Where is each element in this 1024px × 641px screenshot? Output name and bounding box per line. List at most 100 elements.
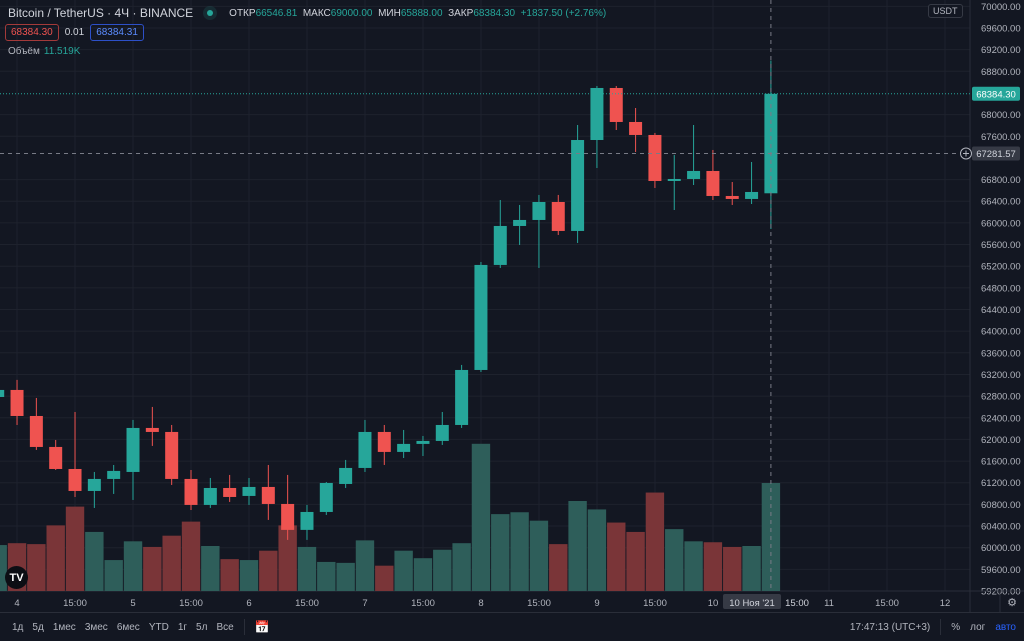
volume-bar: [220, 559, 239, 591]
range-button-1[interactable]: 5д: [32, 621, 44, 633]
crosshair-time-tag: [723, 594, 781, 609]
volume-bar: [568, 500, 587, 591]
volume-bar: [317, 561, 336, 591]
candle-body: [339, 467, 353, 484]
volume-bar: [27, 544, 46, 591]
symbol-title[interactable]: Bitcoin / TetherUS · 4Ч · BINANCE: [8, 6, 194, 20]
volume-bar: [665, 529, 684, 591]
buy-button[interactable]: 68384.31: [90, 24, 144, 41]
chart-background: [0, 0, 1024, 612]
candle-body: [455, 369, 469, 425]
tradingview-logo[interactable]: TV: [5, 566, 28, 589]
candle-body: [532, 201, 546, 220]
price-chart[interactable]: 70000.00 69600.00 69200.00 68800.00 68000.00…: [0, 0, 1024, 612]
candle-body: [87, 478, 101, 491]
crosshair-time-label: 10 Ноя '21: [729, 598, 775, 609]
divider: [940, 619, 942, 635]
volume-bar: [65, 506, 85, 591]
volume-bar: [394, 550, 413, 591]
clock[interactable]: 17:47:13 (UTC+3): [849, 621, 931, 633]
volume-bar: [742, 545, 761, 591]
range-button-3[interactable]: 3мес: [84, 621, 108, 633]
price-label: 66000.00: [981, 218, 1021, 229]
candle-body: [242, 486, 256, 496]
candle-body: [29, 415, 43, 447]
time-label: 7: [362, 598, 367, 609]
price-label: 61600.00: [981, 457, 1021, 468]
range-button-8[interactable]: Все: [216, 621, 234, 633]
candle: [377, 424, 391, 465]
candle-body: [474, 264, 488, 370]
candle: [87, 471, 101, 508]
price-label: 61200.00: [981, 478, 1021, 489]
candle-body: [281, 503, 295, 530]
candle-body: [358, 431, 372, 468]
time-label: 15:00: [179, 598, 203, 609]
candle: [648, 132, 662, 188]
candle-body: [435, 424, 449, 441]
candle: [107, 464, 121, 494]
price-label: 65200.00: [981, 262, 1021, 273]
crosshair-price-tag: [972, 146, 1020, 161]
volume-bar: [336, 562, 355, 591]
candle-body: [0, 389, 5, 397]
candle-body: [513, 219, 527, 226]
time-label: 15:00: [785, 598, 809, 609]
range-button-4[interactable]: 6мес: [116, 621, 140, 633]
range-button-5[interactable]: YTD: [148, 621, 169, 633]
chart-legend: Bitcoin / TetherUS · 4Ч · BINANCE ОТКР66…: [8, 6, 606, 20]
volume-bar: [297, 546, 317, 591]
sell-button[interactable]: 68384.30: [5, 24, 59, 41]
candle: [687, 125, 701, 185]
candle: [667, 154, 681, 211]
bottom-toolbar: 1д 5д 1мес 3мес 6мес YTD 1г 5л Все 📅 17:47:13 (U…: [0, 612, 1024, 641]
price-label: 64000.00: [981, 327, 1021, 338]
time-label: 15:00: [411, 598, 435, 609]
time-label: 15:00: [63, 598, 87, 609]
volume-bar: [46, 525, 65, 591]
open-value: 66546.81: [255, 7, 298, 19]
candle: [455, 364, 469, 428]
high-value: 69000.00: [330, 7, 373, 19]
candle-body: [165, 431, 179, 479]
range-button-2[interactable]: 1мес: [52, 621, 76, 633]
candle: [493, 199, 507, 268]
auto-toggle[interactable]: авто: [995, 621, 1016, 633]
volume-label: Объём: [8, 46, 40, 57]
range-button-6[interactable]: 1г: [177, 621, 188, 633]
volume-bar: [684, 541, 703, 591]
candle: [0, 389, 5, 397]
candle-body: [10, 389, 24, 416]
settings-gear-icon[interactable]: ⚙: [1007, 597, 1017, 609]
time-label: 10: [708, 598, 719, 609]
candle-body: [300, 511, 314, 530]
candle: [551, 194, 565, 235]
price-label: 64400.00: [981, 305, 1021, 316]
time-label: 11: [824, 598, 834, 609]
currency-button[interactable]: USDT: [928, 4, 963, 18]
volume-bar: [278, 525, 297, 591]
candle-body: [377, 431, 391, 452]
candle-body: [590, 87, 604, 141]
volume-bar: [355, 540, 375, 591]
price-label: 68800.00: [981, 67, 1021, 78]
price-label: 59600.00: [981, 565, 1021, 576]
candle-body: [107, 470, 121, 479]
candle-body: [629, 121, 643, 135]
price-label: 60000.00: [981, 543, 1021, 554]
candle: [358, 419, 372, 472]
candle: [300, 504, 314, 540]
volume-bar: [181, 521, 201, 591]
candle: [49, 439, 63, 470]
volume-bar: [626, 531, 645, 591]
percent-toggle[interactable]: %: [951, 621, 961, 633]
calendar-goto-icon[interactable]: 📅: [254, 620, 270, 634]
log-toggle[interactable]: лог: [970, 621, 986, 633]
candle: [706, 149, 720, 200]
range-button-7[interactable]: 5л: [196, 621, 208, 633]
volume-legend[interactable]: Объём 11.519K: [8, 46, 80, 57]
range-button-0[interactable]: 1д: [12, 621, 24, 633]
price-label: 60800.00: [981, 500, 1021, 511]
candle: [68, 411, 82, 497]
time-label: 4: [14, 598, 19, 609]
